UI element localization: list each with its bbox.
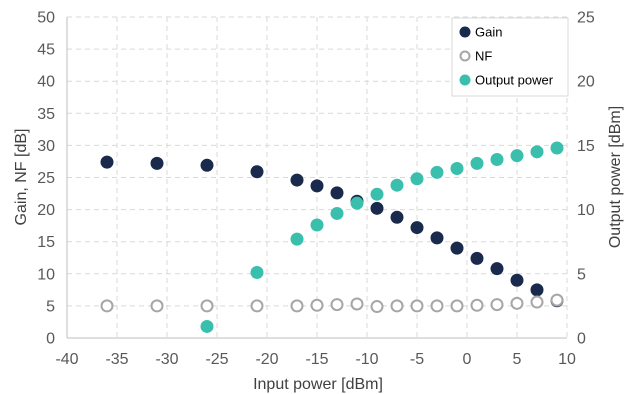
x-tick-label: -40 — [55, 351, 78, 368]
legend-label: Output power — [475, 73, 554, 88]
data-point — [290, 173, 304, 187]
x-tick-label: -35 — [105, 351, 128, 368]
data-point — [350, 297, 364, 311]
legend: Gain NF Output power — [451, 17, 569, 97]
data-point — [250, 266, 264, 280]
legend-label: NF — [475, 49, 492, 64]
x-tick-label: -5 — [410, 351, 424, 368]
legend-marker — [459, 50, 471, 62]
x-tick-label: -10 — [355, 351, 378, 368]
data-point — [410, 221, 424, 235]
legend-label: Gain — [475, 25, 502, 40]
data-point — [150, 299, 164, 313]
y-tick-label: 0 — [46, 331, 55, 348]
data-point — [410, 299, 424, 313]
axes — [66, 17, 567, 339]
data-point — [200, 319, 214, 333]
y-tick-label: 45 — [37, 42, 55, 59]
data-point — [450, 241, 464, 255]
y2-tick-label: 15 — [577, 138, 595, 155]
x-tick-label: 10 — [558, 351, 576, 368]
series-nf — [100, 293, 564, 314]
x-axis-title: Input power [dBm] — [253, 376, 383, 393]
data-point — [450, 162, 464, 176]
data-point — [250, 165, 264, 179]
data-point — [250, 299, 264, 313]
data-point — [370, 300, 384, 314]
y-tick-label: 35 — [37, 106, 55, 123]
data-point — [200, 299, 214, 313]
x-tick-label: 5 — [513, 351, 522, 368]
data-point — [290, 232, 304, 246]
data-point — [530, 145, 544, 159]
data-point — [470, 251, 484, 265]
data-point — [470, 156, 484, 170]
legend-marker — [459, 26, 471, 38]
data-point — [330, 186, 344, 200]
data-point — [310, 179, 324, 193]
data-point — [550, 293, 564, 307]
tick-labels: -40 -35 -30 -25 -20 -15 -10 -5 0 5 100510152025303… — [37, 10, 595, 369]
left-y-axis-title: Gain, NF [dB] — [13, 129, 30, 226]
data-point — [390, 299, 404, 313]
data-point — [510, 296, 524, 310]
y-tick-label: 50 — [37, 10, 55, 27]
x-tick-label: -15 — [305, 351, 328, 368]
x-tick-label: 0 — [463, 351, 472, 368]
data-point — [490, 298, 504, 312]
data-point — [390, 178, 404, 192]
data-point — [370, 187, 384, 201]
legend-box — [451, 17, 569, 97]
legend-marker — [459, 74, 471, 86]
y-tick-label: 30 — [37, 138, 55, 155]
y2-tick-label: 20 — [577, 74, 595, 91]
y-tick-label: 40 — [37, 74, 55, 91]
y2-tick-label: 0 — [577, 331, 586, 348]
data-point — [370, 201, 384, 215]
data-point — [490, 153, 504, 167]
x-tick-label: -30 — [155, 351, 178, 368]
y2-tick-label: 25 — [577, 10, 595, 27]
data-point — [290, 299, 304, 313]
data-point — [390, 210, 404, 224]
data-point — [470, 298, 484, 312]
data-point — [430, 165, 444, 179]
y-tick-label: 5 — [46, 298, 55, 315]
data-point — [550, 141, 564, 155]
y2-tick-label: 5 — [577, 266, 586, 283]
y-tick-label: 15 — [37, 234, 55, 251]
data-point — [430, 299, 444, 313]
right-y-axis-title: Output power [dBm] — [607, 106, 624, 248]
data-point — [510, 273, 524, 287]
data-point — [330, 298, 344, 312]
data-point — [100, 299, 114, 313]
data-point — [100, 155, 114, 169]
data-point — [350, 196, 364, 210]
x-tick-label: -25 — [205, 351, 228, 368]
y-tick-label: 20 — [37, 202, 55, 219]
data-point — [310, 218, 324, 232]
data-point — [200, 158, 214, 172]
data-point — [310, 298, 324, 312]
data-point — [530, 283, 544, 297]
data-point — [150, 156, 164, 170]
y-tick-label: 25 — [37, 170, 55, 187]
series-gain — [100, 155, 564, 308]
series-output-power — [200, 141, 564, 333]
x-tick-label: -20 — [255, 351, 278, 368]
data-point — [430, 231, 444, 245]
y2-tick-label: 10 — [577, 202, 595, 219]
data-point — [510, 149, 524, 163]
data-point — [410, 172, 424, 186]
data-series — [100, 141, 564, 333]
y-tick-label: 10 — [37, 266, 55, 283]
data-point — [530, 295, 544, 309]
data-point — [450, 299, 464, 313]
data-point — [330, 206, 344, 220]
data-point — [490, 262, 504, 276]
